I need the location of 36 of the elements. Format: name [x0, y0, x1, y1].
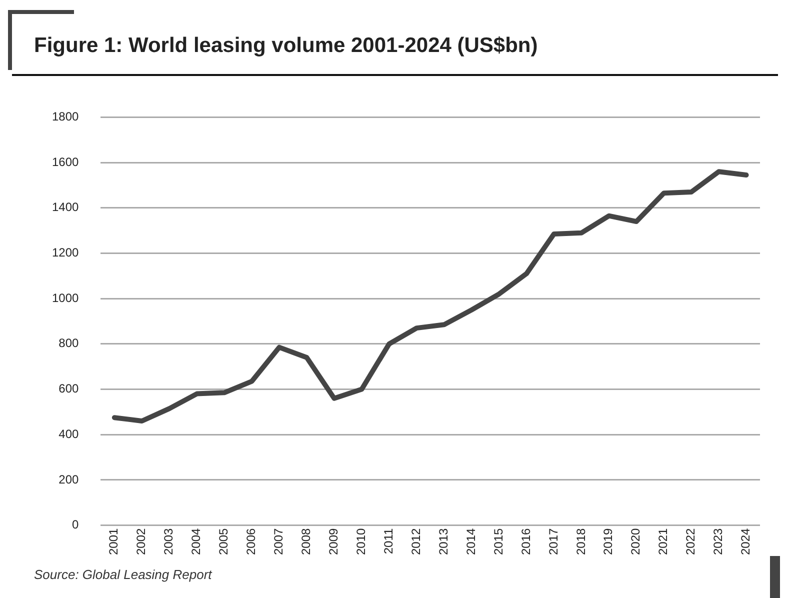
y-tick-label: 600 — [58, 382, 80, 396]
x-tick-label: 2020 — [628, 528, 643, 556]
y-tick-label: 0 — [72, 518, 80, 532]
source-note: Source: Global Leasing Report — [34, 567, 212, 582]
y-tick-label: 400 — [58, 426, 80, 441]
y-tick-label: 1000 — [52, 290, 80, 305]
x-tick-label: 2019 — [601, 528, 616, 556]
y-tick-label: 1400 — [52, 200, 80, 214]
y-tick-label: 200 — [58, 472, 80, 486]
x-tick-label: 2024 — [738, 528, 753, 556]
x-tick-label: 2007 — [272, 528, 286, 556]
x-tick-label: 2005 — [216, 528, 231, 556]
y-tick-label: 1600 — [52, 154, 80, 169]
x-tick-label: 2013 — [436, 528, 450, 556]
y-tick-label: 800 — [58, 336, 80, 350]
x-tick-label: 2003 — [162, 528, 176, 556]
x-tick-label: 2015 — [491, 528, 506, 556]
x-tick-label: 2022 — [684, 528, 698, 556]
y-tick-label: 1200 — [52, 246, 80, 260]
x-tick-label: 2006 — [244, 528, 258, 556]
x-tick-label: 2016 — [518, 528, 533, 556]
x-tick-label: 2008 — [299, 528, 314, 556]
x-tick-label: 2009 — [326, 528, 341, 556]
x-tick-label: 2023 — [711, 528, 726, 556]
chart-title: Figure 1: World leasing volume 2001-2024 (US$bn) — [34, 34, 538, 58]
x-tick-label: 2001 — [106, 528, 121, 556]
x-tick-label: 2010 — [354, 528, 368, 556]
x-tick-label: 2011 — [381, 528, 396, 554]
x-tick-label: 2004 — [189, 528, 204, 556]
x-tick-label: 2014 — [464, 528, 478, 556]
y-tick-label: 1800 — [52, 110, 80, 124]
x-tick-label: 2021 — [656, 528, 670, 556]
x-tick-label: 2002 — [134, 528, 148, 556]
x-tick-label: 2012 — [408, 528, 423, 556]
x-tick-label: 2018 — [574, 528, 588, 556]
x-tick-label: 2017 — [546, 528, 560, 556]
